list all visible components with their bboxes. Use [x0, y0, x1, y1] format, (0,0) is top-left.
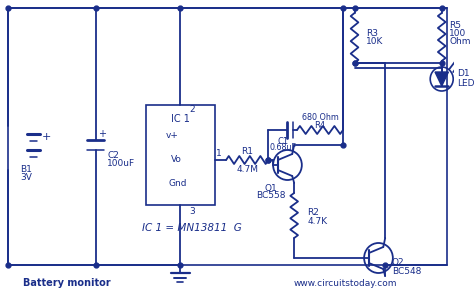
Text: D1: D1 [457, 69, 470, 79]
Text: BC558: BC558 [256, 192, 286, 200]
Text: 1: 1 [216, 149, 221, 158]
Text: +: + [98, 129, 106, 139]
Text: R5: R5 [449, 21, 461, 30]
Text: 680 Ohm: 680 Ohm [301, 113, 338, 122]
Text: LED: LED [457, 79, 474, 88]
Text: 4.7M: 4.7M [236, 164, 258, 173]
Text: Gnd: Gnd [169, 178, 188, 188]
Text: IC 1: IC 1 [171, 114, 190, 124]
Text: R1: R1 [241, 146, 253, 156]
Text: 100: 100 [449, 28, 466, 38]
Bar [146, 105, 215, 205]
Bar [8, 8, 447, 265]
Text: 3: 3 [190, 207, 195, 215]
Text: 3V: 3V [20, 173, 32, 183]
Text: IC 1 = MN13811  G: IC 1 = MN13811 G [142, 223, 242, 233]
Text: 4.7K: 4.7K [308, 217, 328, 226]
Text: +: + [42, 132, 52, 142]
Text: C1: C1 [277, 137, 288, 146]
Text: R3: R3 [366, 28, 378, 38]
Text: Q2: Q2 [392, 258, 404, 268]
Text: v+: v+ [166, 130, 179, 139]
Text: Vo: Vo [171, 156, 182, 164]
Text: 10K: 10K [366, 37, 383, 45]
Polygon shape [435, 72, 448, 86]
Text: Battery monitor: Battery monitor [23, 278, 111, 288]
Text: 100uF: 100uF [107, 159, 136, 168]
Text: www.circuitstoday.com: www.circuitstoday.com [293, 279, 397, 287]
Text: Ohm: Ohm [449, 37, 471, 45]
Text: C2: C2 [107, 151, 119, 161]
Text: Q1: Q1 [265, 183, 278, 193]
Text: R4: R4 [314, 120, 326, 130]
Text: BC548: BC548 [392, 267, 421, 275]
Text: R2: R2 [308, 208, 319, 217]
Text: B1: B1 [20, 166, 32, 175]
Text: 0.68uF: 0.68uF [269, 144, 296, 152]
Text: 2: 2 [190, 105, 195, 113]
